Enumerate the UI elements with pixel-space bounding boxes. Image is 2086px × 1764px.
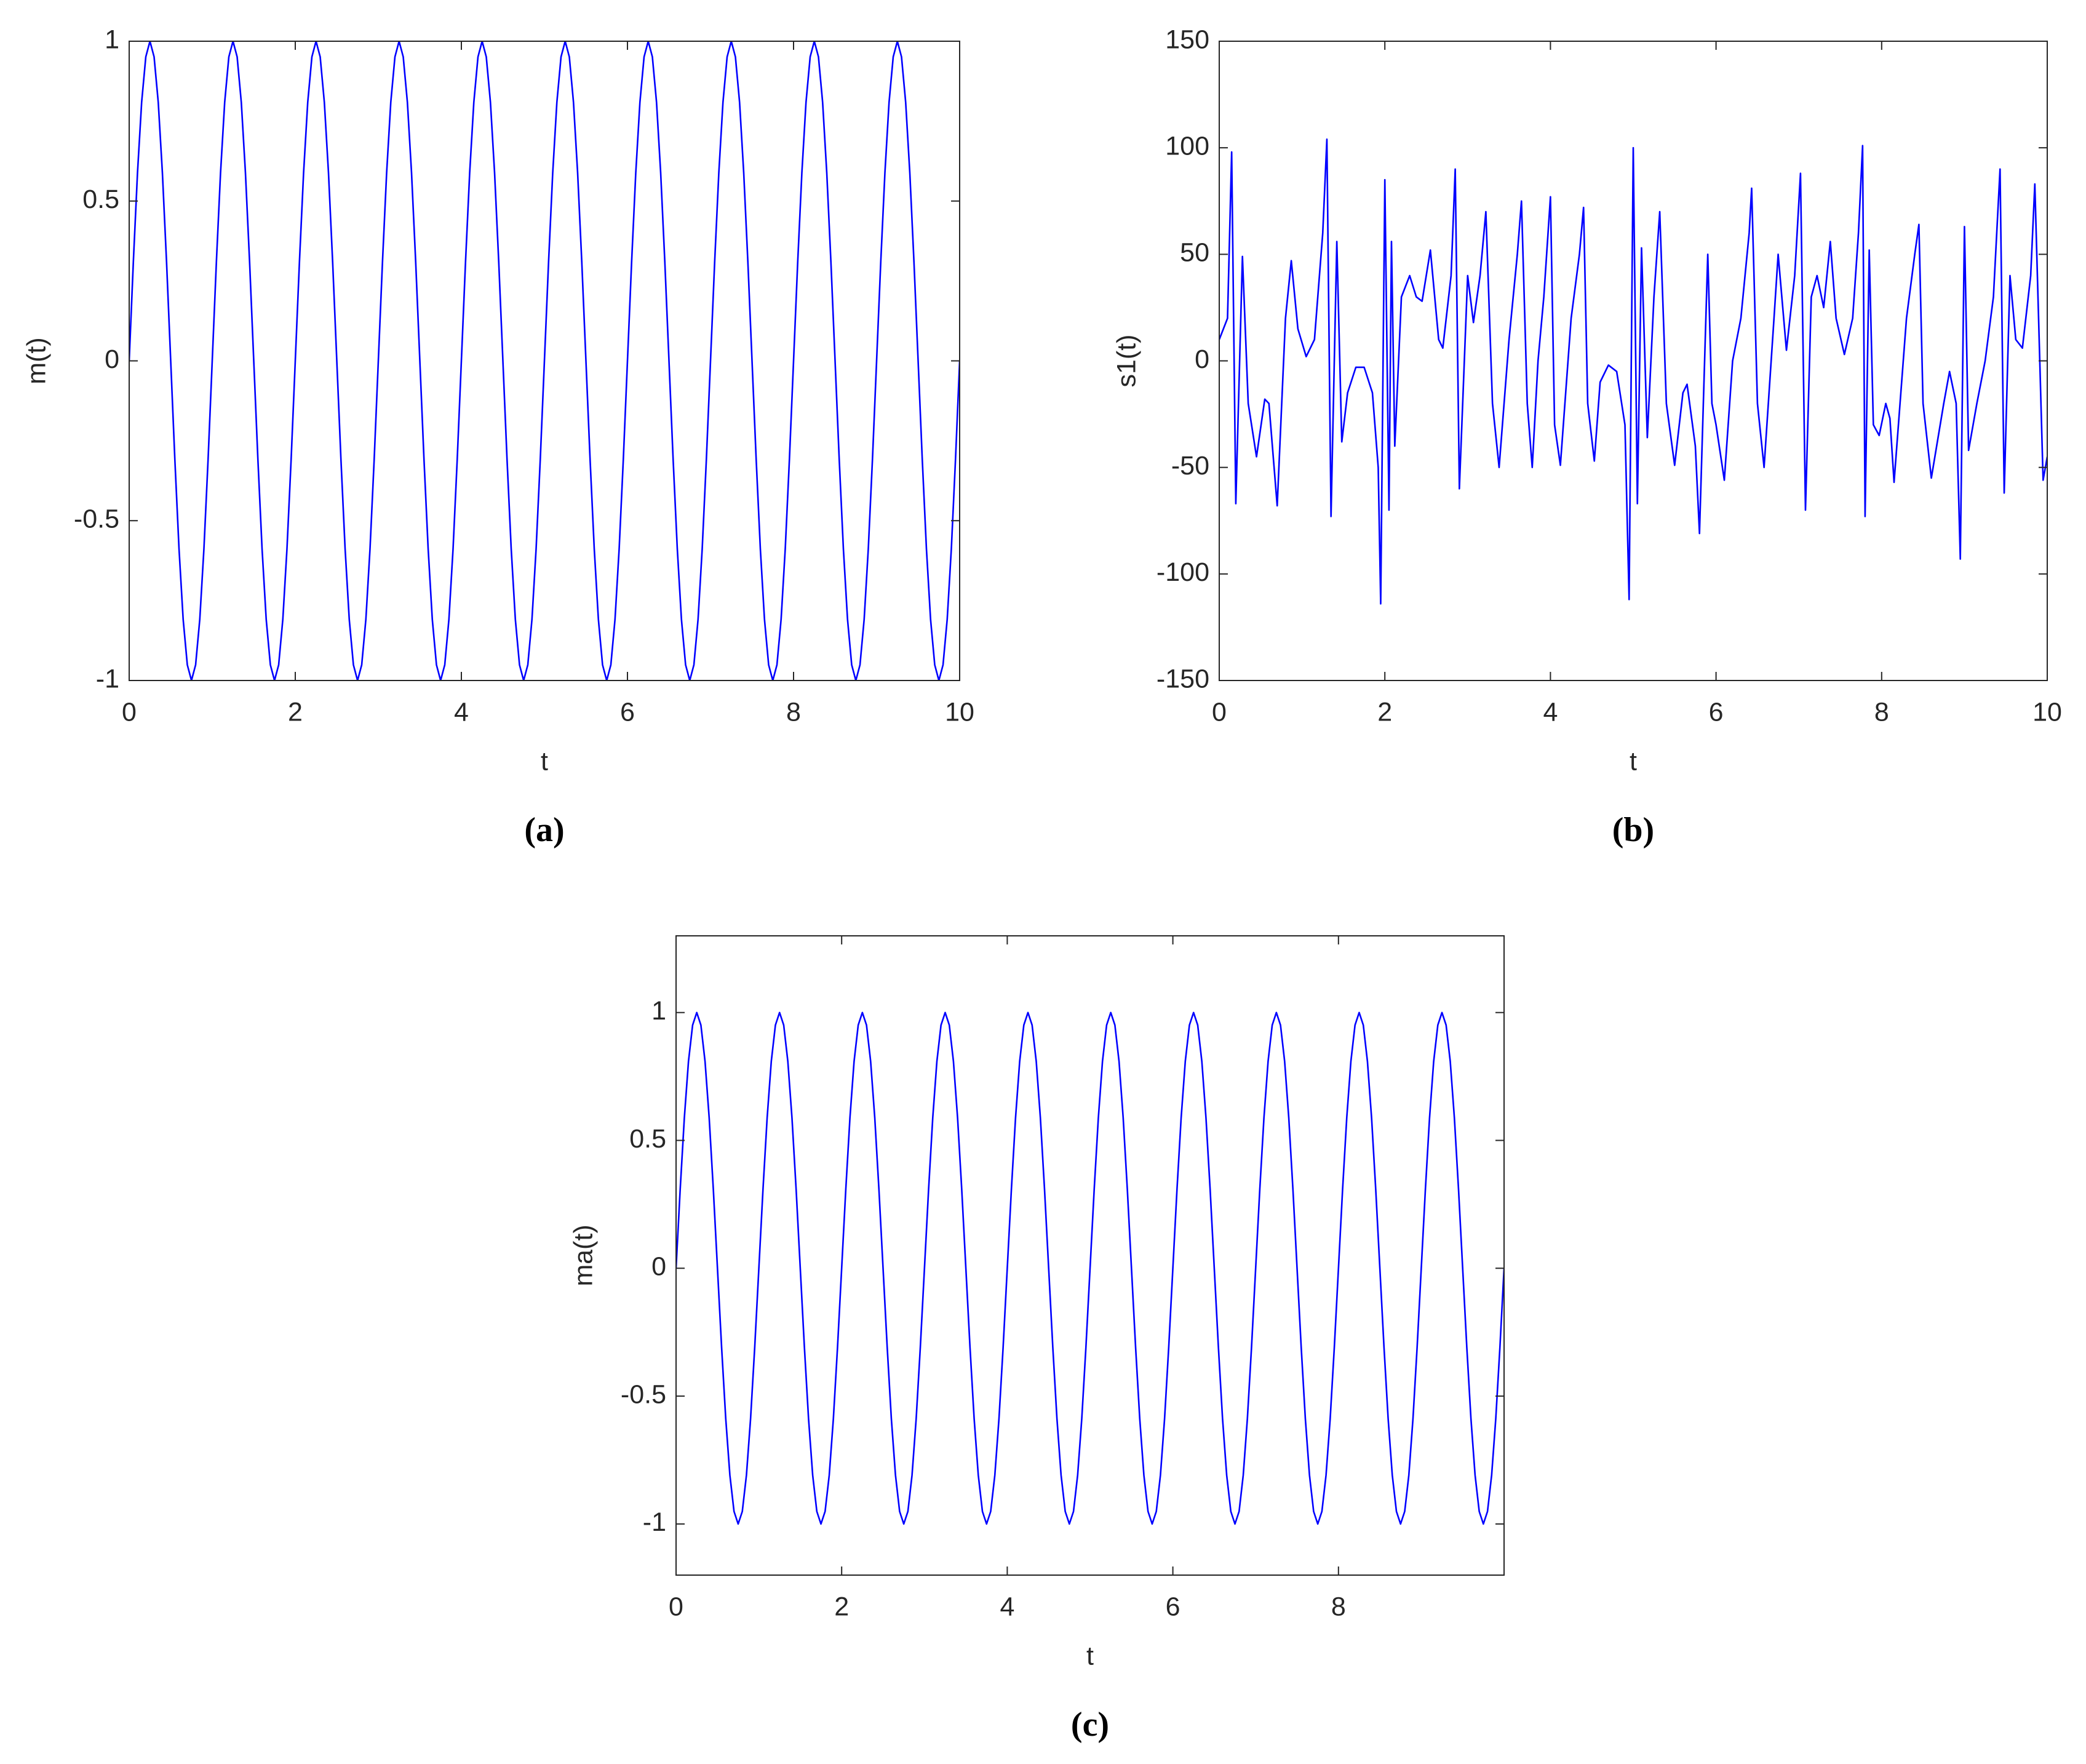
y-tick-label: -150 bbox=[1156, 664, 1209, 693]
x-tick-label: 2 bbox=[834, 1592, 849, 1621]
y-tick-label: -100 bbox=[1156, 557, 1209, 587]
x-tick-label: 4 bbox=[1000, 1592, 1014, 1621]
x-tick-label: 4 bbox=[1543, 697, 1558, 727]
data-line bbox=[1219, 138, 2047, 605]
y-tick-label: 100 bbox=[1165, 132, 1209, 161]
chart-panel: 0 2 4 6 8 10 -1 -0.5 0 0.5 1 t m(t) (a) bbox=[22, 25, 974, 849]
caption: (c) bbox=[1071, 1706, 1109, 1744]
y-tick-label: -1 bbox=[96, 664, 119, 693]
caption: (a) bbox=[524, 811, 564, 849]
data-line bbox=[676, 1012, 1504, 1525]
y-tick-label: -0.5 bbox=[621, 1379, 666, 1409]
y-axis-label: ma(t) bbox=[568, 1224, 598, 1286]
y-tick-label: 150 bbox=[1165, 25, 1209, 54]
y-tick-label: 0.5 bbox=[629, 1124, 666, 1154]
data-line bbox=[129, 41, 960, 680]
plot-area bbox=[1219, 138, 2047, 605]
y-tick-label: 1 bbox=[651, 996, 666, 1026]
x-tick-label: 8 bbox=[1331, 1592, 1346, 1621]
plot-area bbox=[676, 1012, 1504, 1525]
y-tick-label: 0 bbox=[651, 1252, 666, 1282]
x-tick-label: 8 bbox=[786, 697, 801, 727]
x-tick-label: 2 bbox=[1377, 697, 1392, 727]
y-tick-label: 1 bbox=[105, 25, 119, 54]
y-tick-label: 50 bbox=[1180, 238, 1209, 268]
y-tick-label: 0.5 bbox=[82, 185, 119, 214]
y-tick-label: 0 bbox=[105, 345, 119, 374]
x-tick-label: 10 bbox=[2032, 697, 2062, 727]
x-axis-label: t bbox=[541, 746, 548, 776]
axes-box bbox=[1219, 41, 2048, 681]
y-tick-label: -1 bbox=[643, 1507, 666, 1537]
caption: (b) bbox=[1612, 811, 1654, 849]
x-tick-label: 6 bbox=[1166, 1592, 1180, 1621]
x-tick-label: 6 bbox=[620, 697, 635, 727]
x-tick-label: 0 bbox=[122, 697, 137, 727]
x-tick-label: 4 bbox=[454, 697, 469, 727]
axes-box bbox=[675, 935, 1505, 1576]
y-tick-label: 0 bbox=[1195, 345, 1209, 374]
x-axis-label: t bbox=[1630, 746, 1637, 776]
y-axis-label: m(t) bbox=[22, 337, 51, 384]
x-tick-label: 2 bbox=[288, 697, 303, 727]
x-tick-label: 6 bbox=[1709, 697, 1724, 727]
chart-panel: 0 2 4 6 8 -1 -0.5 0 0.5 1 t ma(t) (c) bbox=[568, 935, 1505, 1744]
x-axis-label: t bbox=[1086, 1641, 1094, 1670]
y-tick-label: -0.5 bbox=[74, 505, 119, 534]
x-tick-label: 8 bbox=[1874, 697, 1889, 727]
x-tick-label: 0 bbox=[1212, 697, 1227, 727]
x-tick-label: 10 bbox=[945, 697, 974, 727]
plot-area bbox=[129, 41, 960, 680]
x-tick-label: 0 bbox=[669, 1592, 683, 1621]
y-tick-label: -50 bbox=[1171, 451, 1209, 481]
y-axis-label: s1(t) bbox=[1112, 335, 1141, 388]
chart-panel: 0 2 4 6 8 10 -150 -100 -50 0 50 100 150 t s1(t) (b) bbox=[1112, 25, 2062, 849]
